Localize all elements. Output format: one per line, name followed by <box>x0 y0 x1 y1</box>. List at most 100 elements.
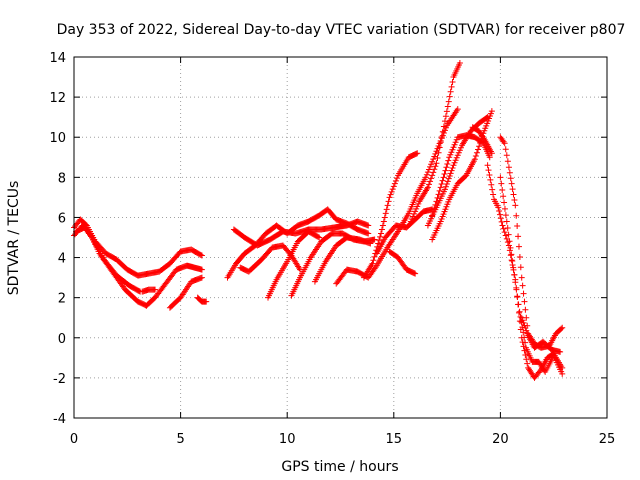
data-point <box>437 139 444 146</box>
data-point <box>559 324 566 331</box>
data-point <box>507 175 514 182</box>
data-point <box>413 205 420 212</box>
data-point <box>429 212 436 219</box>
data-point <box>513 286 520 293</box>
chart-title: Day 353 of 2022, Sidereal Day-to-day VTE… <box>57 22 626 38</box>
data-point <box>505 164 512 171</box>
data-point <box>510 191 517 198</box>
y-tick-label: 0 <box>58 332 66 347</box>
data-point <box>428 161 435 168</box>
x-tick-label: 10 <box>279 432 296 447</box>
data-point <box>524 330 531 337</box>
data-point <box>451 159 458 166</box>
data-point <box>520 290 527 297</box>
y-tick-label: -4 <box>53 412 66 427</box>
data-point <box>453 154 460 161</box>
data-point <box>471 156 478 163</box>
x-tick-label: 0 <box>70 432 78 447</box>
data-point <box>408 215 415 222</box>
data-point <box>488 108 495 115</box>
data-point <box>423 171 430 178</box>
data-point <box>429 172 436 179</box>
data-point <box>517 313 524 320</box>
data-point <box>559 370 566 377</box>
data-point <box>506 247 513 254</box>
y-tick-label: 12 <box>49 91 66 106</box>
data-point <box>519 282 526 289</box>
data-point <box>439 177 446 184</box>
data-point <box>504 225 511 232</box>
data-point <box>484 162 491 169</box>
data-point <box>520 319 527 326</box>
x-tick-label: 5 <box>176 432 184 447</box>
data-point <box>515 243 522 250</box>
data-point <box>503 152 510 159</box>
data-point <box>427 163 434 170</box>
data-point <box>434 194 441 201</box>
data-point <box>446 172 453 179</box>
data-point <box>502 146 509 153</box>
x-tick-label: 20 <box>492 432 509 447</box>
data-point <box>434 155 441 162</box>
data-point <box>452 157 459 164</box>
data-point <box>536 368 543 375</box>
data-point <box>370 257 377 264</box>
data-point <box>524 360 531 367</box>
data-point <box>441 186 448 193</box>
data-point <box>511 271 518 278</box>
data-point <box>432 150 439 157</box>
data-point <box>438 133 445 140</box>
data-point <box>412 208 419 215</box>
data-point <box>435 149 442 156</box>
data-point <box>496 208 503 215</box>
data-point <box>433 198 440 205</box>
data-point <box>485 167 492 174</box>
data-point <box>388 188 395 195</box>
data-point <box>518 274 525 281</box>
data-point <box>508 251 515 258</box>
data-point <box>520 329 527 336</box>
data-point <box>435 143 442 150</box>
data-point <box>440 130 447 137</box>
data-point <box>558 325 565 332</box>
data-point <box>450 144 457 151</box>
data-point <box>489 186 496 193</box>
data-point <box>367 240 374 247</box>
data-point <box>441 170 448 177</box>
data-point <box>499 186 506 193</box>
data-point <box>431 205 438 212</box>
data-point <box>430 156 437 163</box>
data-point <box>521 298 528 305</box>
data-point <box>488 181 495 188</box>
data-point <box>522 306 529 313</box>
data-point <box>486 172 493 179</box>
data-point <box>447 151 454 158</box>
data-point <box>510 264 517 271</box>
data-point <box>449 78 456 85</box>
data-point <box>506 169 513 176</box>
data-point <box>407 218 414 225</box>
data-point <box>509 257 516 264</box>
data-point <box>473 149 480 156</box>
data-point <box>198 252 205 259</box>
data-point <box>508 180 515 187</box>
data-point <box>516 308 523 315</box>
data-point <box>437 184 444 191</box>
data-point <box>442 113 449 120</box>
data-point <box>456 147 463 154</box>
data-point <box>501 229 508 236</box>
data-point <box>198 266 205 273</box>
data-point <box>500 193 507 200</box>
data-point <box>448 83 455 90</box>
y-tick-label: 4 <box>58 252 66 267</box>
data-point <box>393 175 400 182</box>
data-point <box>380 218 387 225</box>
data-point <box>438 181 445 188</box>
data-point <box>497 215 504 222</box>
data-point <box>476 143 483 150</box>
data-point <box>432 201 439 208</box>
data-point <box>377 233 384 240</box>
data-point <box>502 212 509 219</box>
data-point <box>425 166 432 173</box>
data-point <box>455 149 462 156</box>
